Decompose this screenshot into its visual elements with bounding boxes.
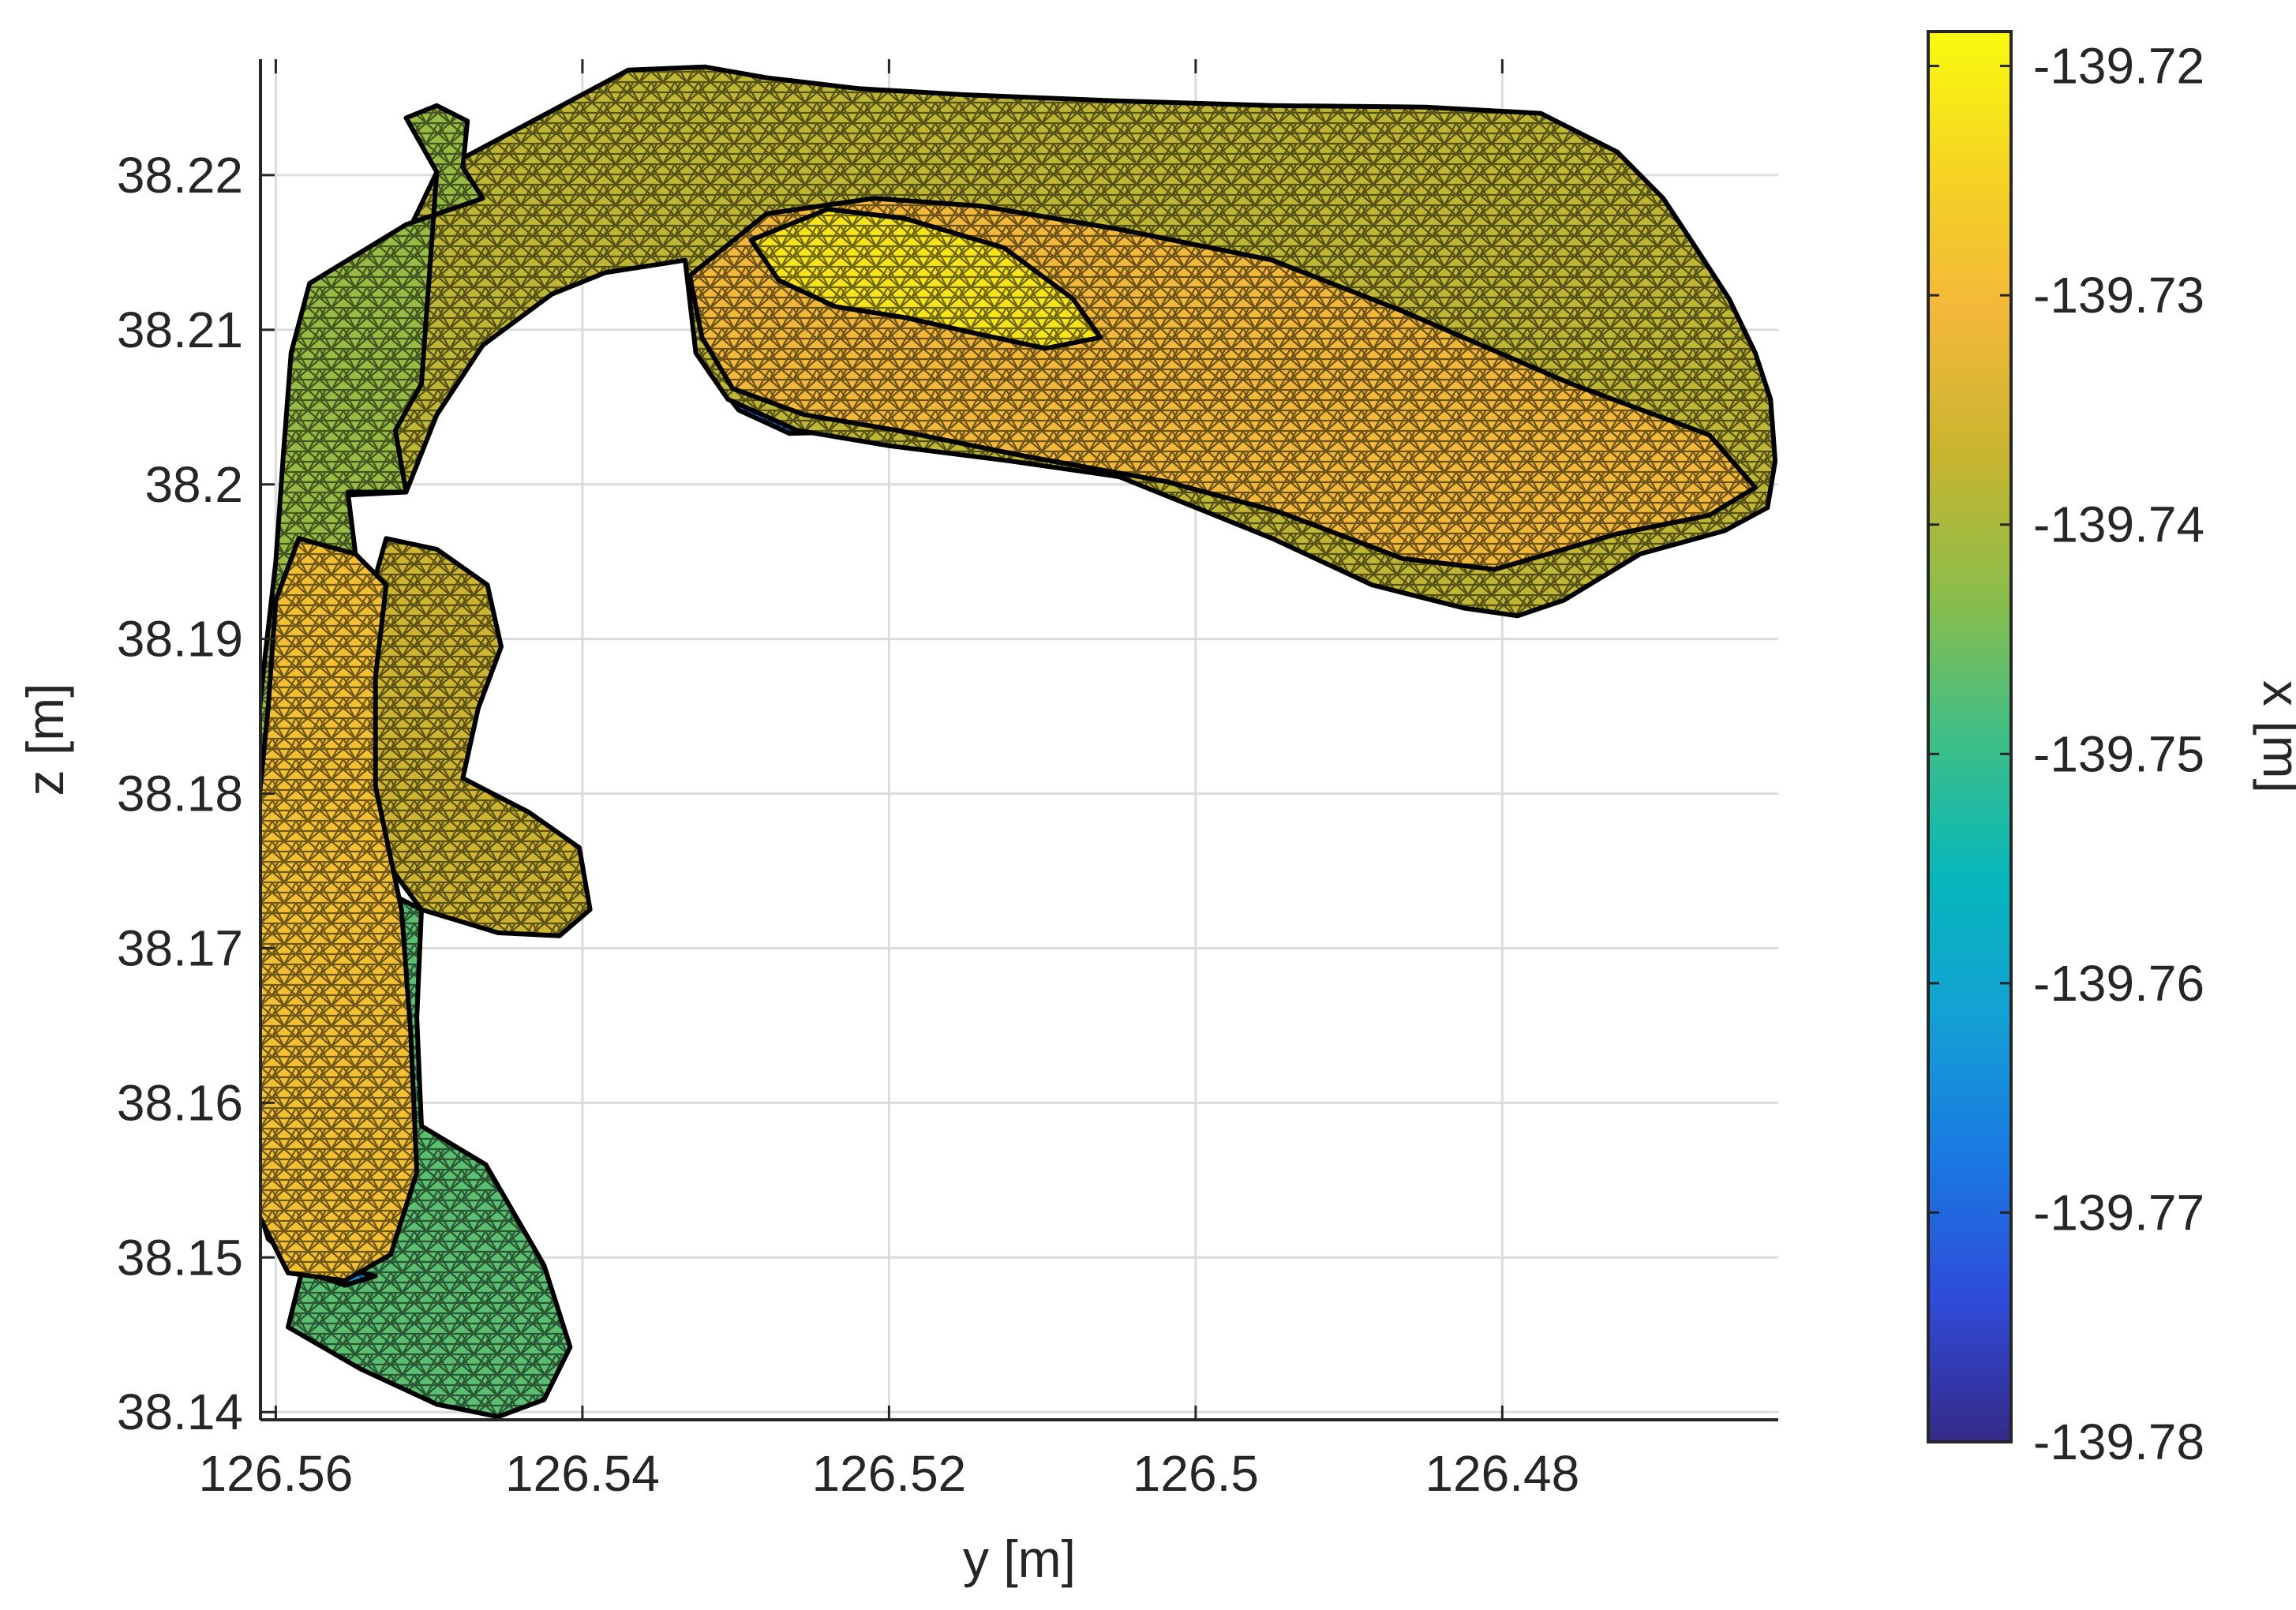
colorbar-tick-label: -139.78 xyxy=(2033,1413,2204,1470)
colorbar-tick-label: -139.75 xyxy=(2033,725,2204,782)
y-tick-label: 38.21 xyxy=(117,301,243,358)
y-tick-label: 38.16 xyxy=(117,1074,243,1131)
mesh-surface xyxy=(260,64,1778,1420)
x-tick-labels: 126.56 126.54 126.52 126.5 126.48 xyxy=(199,1445,1580,1502)
mesh-wireframe-lower-lobe xyxy=(288,893,571,1417)
x-tick-label: 126.54 xyxy=(505,1445,660,1502)
y-tick-label: 38.17 xyxy=(117,919,243,976)
mesh-wireframe-upper-arm-hot-core xyxy=(751,209,1101,349)
mesh-wireframe-left-lobe xyxy=(260,538,418,1281)
x-axis-label: y [m] xyxy=(963,1530,1076,1588)
colorbar-tick-label: -139.76 xyxy=(2033,955,2204,1012)
colorbar-tick-label: -139.74 xyxy=(2033,496,2204,553)
y-tick-labels: 38.14 38.15 38.16 38.17 38.18 38.19 38.2 38.21 3… xyxy=(117,147,243,1440)
x-tick-label: 126.48 xyxy=(1425,1445,1579,1502)
y-tick-label: 38.14 xyxy=(117,1383,243,1440)
x-tick-label: 126.52 xyxy=(812,1445,967,1502)
plot-area: 126.56 126.54 126.52 126.5 126.48 38.14 38.15… xyxy=(16,59,1778,1588)
y-tick-label: 38.18 xyxy=(117,766,243,822)
colorbar-tick-label: -139.77 xyxy=(2033,1184,2204,1241)
mesh-wireframe-inner-lobe xyxy=(355,538,590,936)
y-tick-label: 38.2 xyxy=(144,456,243,513)
colorbar: -139.72 -139.73 -139.74 -139.75 -139.76 -139.… xyxy=(1927,30,2296,1470)
axes xyxy=(259,59,1778,1421)
x-tick-label: 126.56 xyxy=(199,1445,354,1502)
colorbar-label: x [m] xyxy=(2253,680,2296,793)
colorbar-tick-label: -139.72 xyxy=(2033,38,2204,95)
y-tick-label: 38.22 xyxy=(117,147,243,204)
x-tick-label: 126.5 xyxy=(1133,1445,1259,1502)
y-axis-label: z [m] xyxy=(16,683,74,796)
y-tick-label: 38.19 xyxy=(117,611,243,668)
colorbar-tick-labels: -139.72 -139.73 -139.74 -139.75 -139.76 -139.… xyxy=(1928,38,2204,1470)
colorbar-scale xyxy=(1927,30,2013,1443)
y-tick-label: 38.15 xyxy=(117,1229,243,1286)
colorbar-tick-label: -139.73 xyxy=(2033,267,2204,324)
